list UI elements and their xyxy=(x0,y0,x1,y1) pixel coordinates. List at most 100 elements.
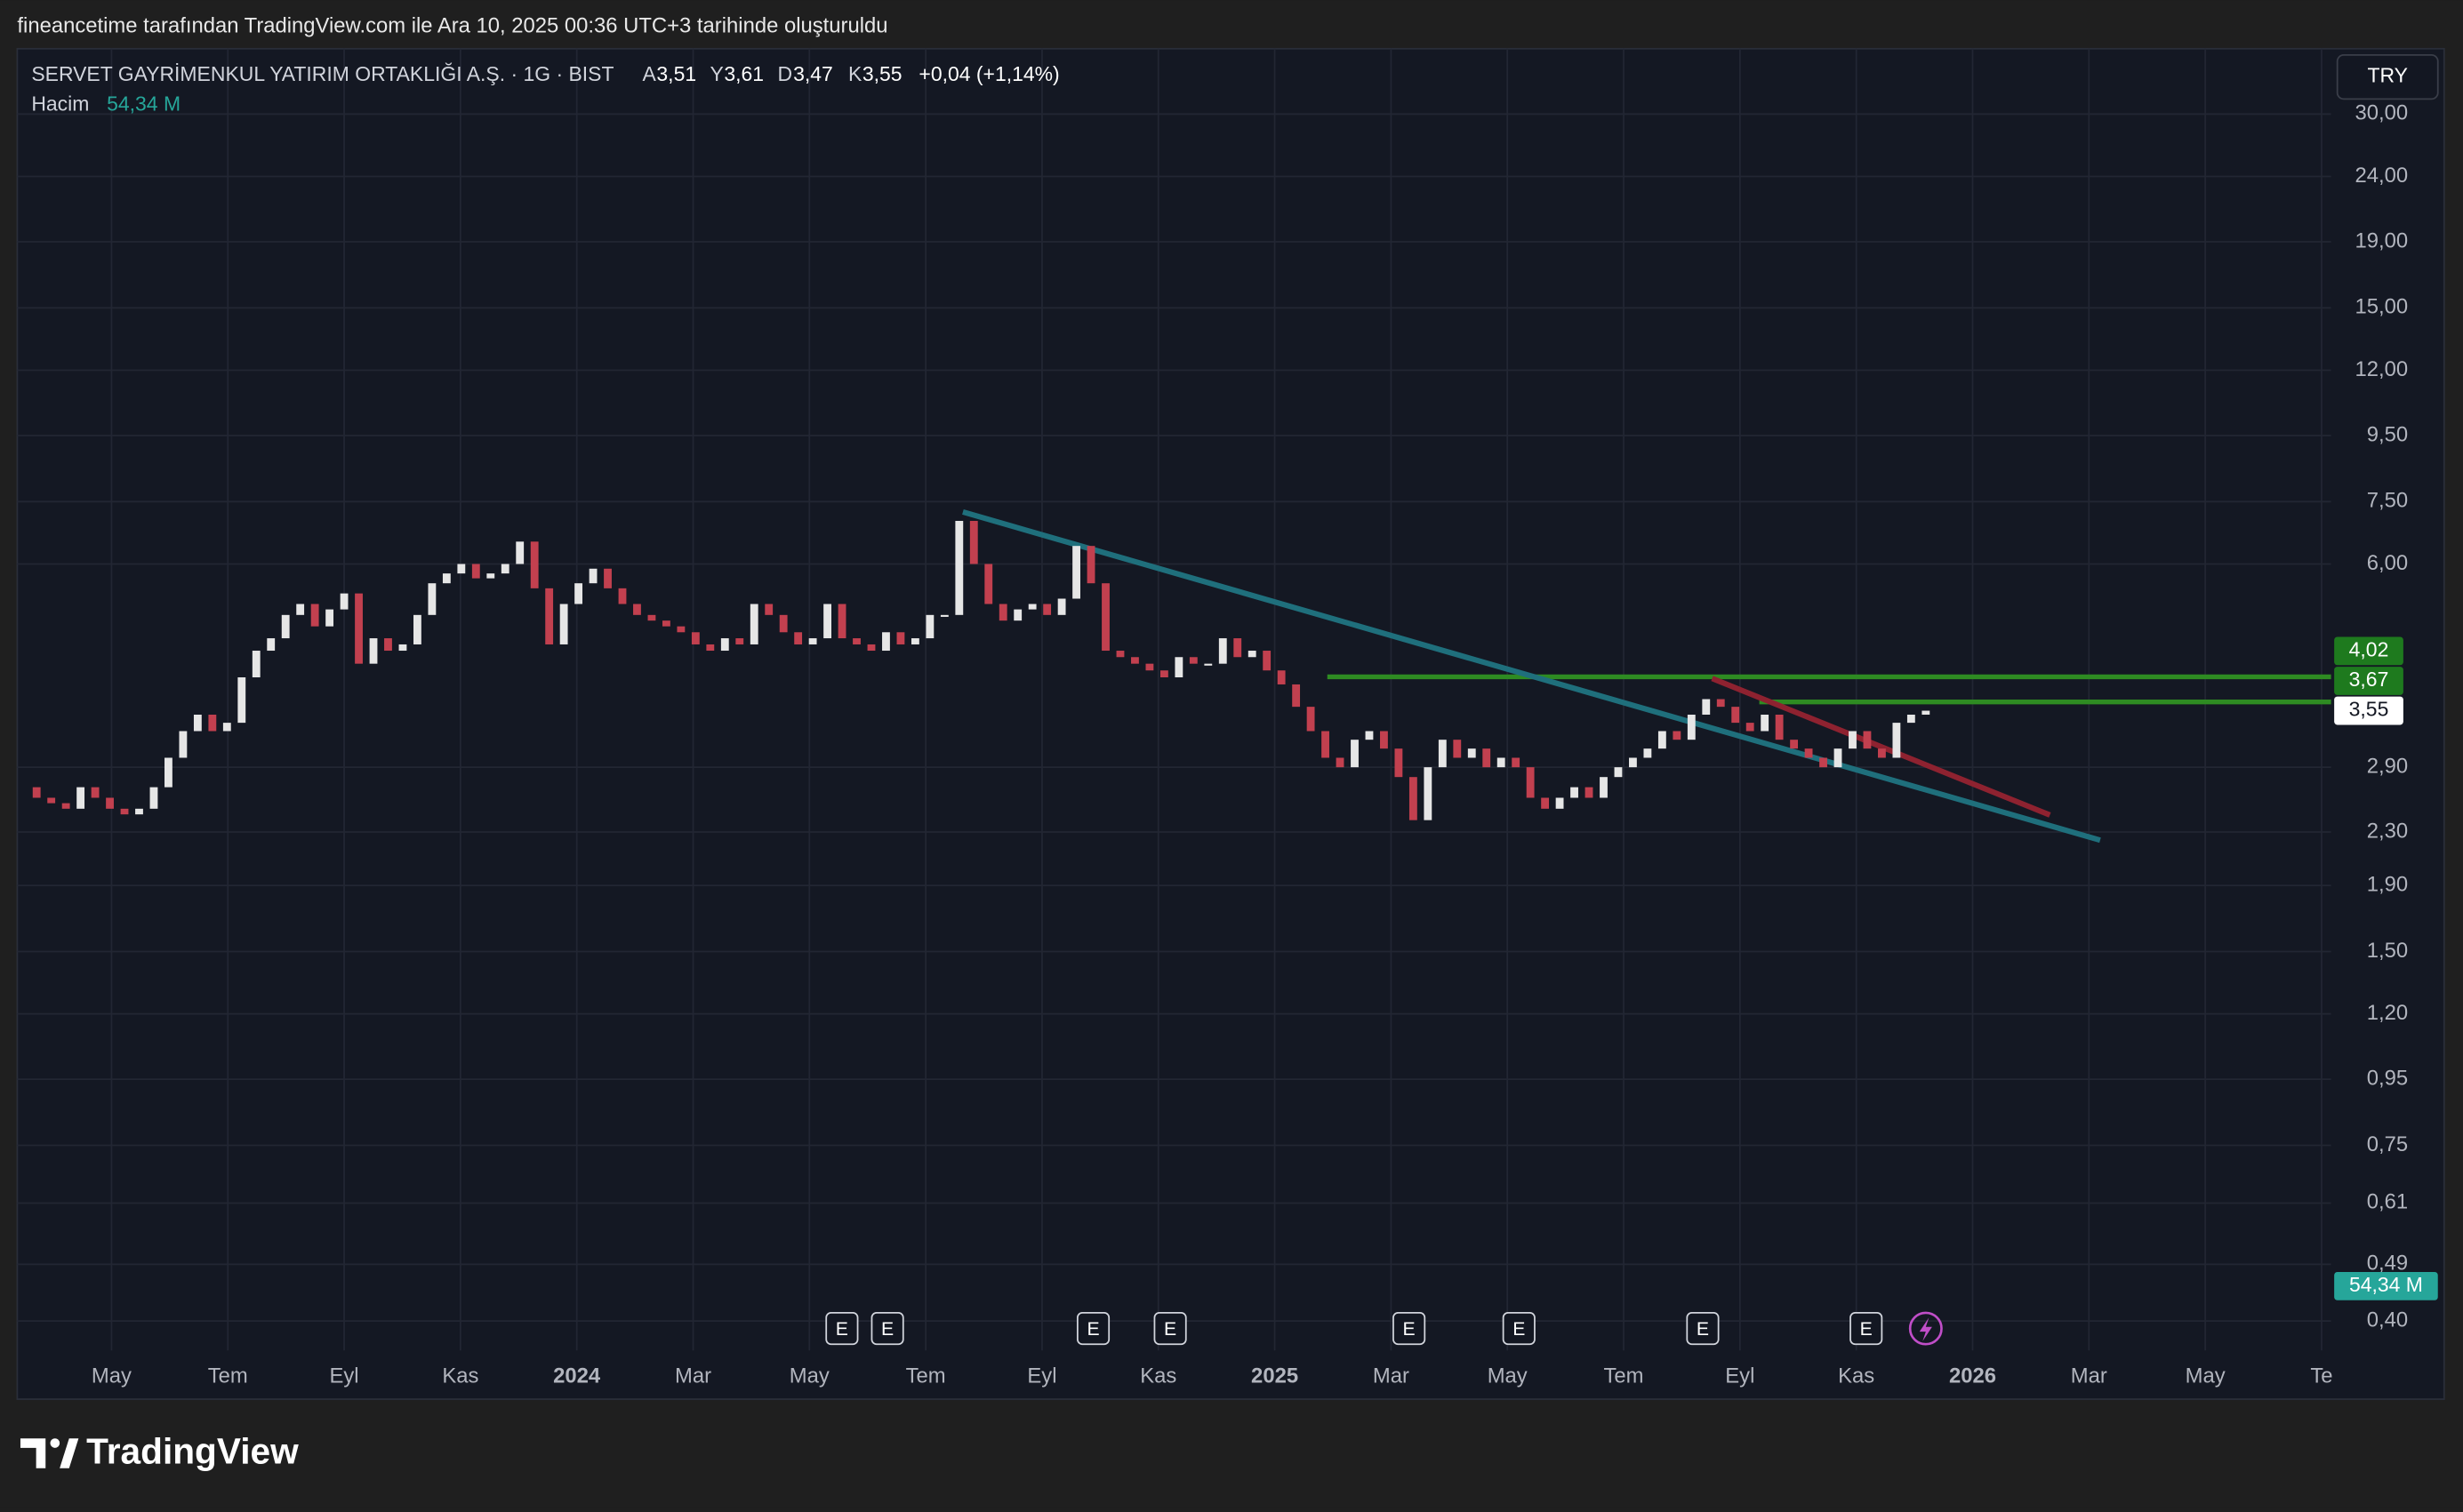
earnings-marker[interactable] xyxy=(870,1312,904,1346)
earnings-marker-label: E xyxy=(1697,1319,1709,1340)
candle-body xyxy=(1819,757,1827,768)
y-tick-label: 0,40 xyxy=(2367,1308,2408,1332)
candle-body xyxy=(413,614,421,644)
high: 3,61 xyxy=(724,62,764,85)
y-tick-label: 1,90 xyxy=(2367,872,2408,896)
candle-body xyxy=(853,638,861,644)
candle-body xyxy=(1072,546,1080,599)
currency[interactable]: TRY xyxy=(2367,64,2408,87)
candle-body xyxy=(867,644,876,652)
candle-body xyxy=(267,638,276,652)
candle-body xyxy=(47,797,56,804)
y-tick-label: 7,50 xyxy=(2367,489,2408,513)
symbol: SERVET GAYRİMENKUL YATIRIM ORTAKLIĞI A.Ş… xyxy=(31,62,614,85)
candle-body xyxy=(677,626,686,633)
x-tick-label: Tem xyxy=(1604,1364,1644,1388)
earnings-marker[interactable] xyxy=(1502,1312,1536,1346)
candle-body xyxy=(1438,740,1447,768)
candle-body xyxy=(1687,715,1696,740)
candle-body xyxy=(882,632,890,652)
candle-body xyxy=(310,604,319,627)
earnings-marker-label: E xyxy=(1164,1319,1176,1340)
candle-body xyxy=(559,604,568,644)
x-tick-label: Mar xyxy=(2071,1364,2107,1388)
candle-body xyxy=(1496,757,1505,768)
candles xyxy=(32,521,1930,820)
candle-body xyxy=(1131,657,1139,664)
candle-body xyxy=(471,564,480,579)
candle-body xyxy=(1292,684,1301,708)
logo: TradingView xyxy=(86,1431,299,1472)
x-tick-label: May xyxy=(92,1364,132,1388)
candle-body xyxy=(1175,657,1183,678)
candle-body xyxy=(662,620,670,627)
candle-body xyxy=(1218,638,1227,664)
candle-body xyxy=(1145,663,1154,671)
candle-body xyxy=(999,604,1007,621)
candle-body xyxy=(1014,609,1023,621)
candle-body xyxy=(252,651,261,678)
candle-body xyxy=(1863,731,1872,749)
candle-body xyxy=(1731,707,1740,724)
logo-shape xyxy=(60,1438,79,1468)
lightning-icon[interactable] xyxy=(1908,1311,1943,1346)
candle-body xyxy=(735,638,744,644)
earnings-marker[interactable] xyxy=(1686,1312,1720,1346)
candle-body xyxy=(545,588,554,644)
candle-body xyxy=(1790,740,1799,749)
candle-body xyxy=(1892,723,1901,758)
x-tick-label: 2024 xyxy=(553,1364,601,1388)
candle-body xyxy=(1204,663,1213,666)
candle-body xyxy=(1189,657,1198,664)
candle-body xyxy=(340,593,349,610)
y-tick-label: 30,00 xyxy=(2355,101,2409,125)
grid xyxy=(17,48,2331,1351)
candle-body xyxy=(106,797,114,809)
x-tick-label: Eyl xyxy=(1027,1364,1056,1388)
currency-button[interactable] xyxy=(2336,53,2439,100)
earnings-marker-label: E xyxy=(1087,1319,1099,1340)
candle-body xyxy=(1321,731,1329,758)
x-tick-label: Mar xyxy=(675,1364,711,1388)
candle-body xyxy=(76,787,85,809)
candle-body xyxy=(1541,797,1550,809)
candle-body xyxy=(91,787,100,798)
candle-body xyxy=(1102,583,1110,652)
candle-body xyxy=(1921,710,1930,716)
candle-body xyxy=(120,808,129,815)
candle-body xyxy=(516,541,525,564)
candle-body xyxy=(355,593,363,664)
candle-body xyxy=(926,614,935,639)
low: 3,47 xyxy=(793,62,833,85)
candle-body xyxy=(1467,748,1476,758)
earnings-marker-label: E xyxy=(881,1319,894,1340)
drawings xyxy=(962,508,2331,844)
earnings-marker[interactable] xyxy=(1849,1312,1883,1346)
candle-body xyxy=(940,614,949,617)
candle-body xyxy=(1233,638,1242,658)
candle-body xyxy=(1057,598,1066,615)
candle-body xyxy=(1585,787,1593,798)
candle-body xyxy=(1600,777,1608,798)
candle-body xyxy=(647,614,656,621)
earnings-marker[interactable] xyxy=(1076,1312,1111,1346)
candle-body xyxy=(1028,604,1037,610)
candle-body xyxy=(1833,748,1842,768)
chart-area xyxy=(16,47,2445,1400)
earnings-marker[interactable] xyxy=(1153,1312,1187,1346)
candle-body xyxy=(1804,748,1813,758)
candle-body xyxy=(1277,670,1286,684)
candle-body xyxy=(1408,777,1417,820)
candle-body xyxy=(794,632,803,644)
x-tick-label: Eyl xyxy=(1725,1364,1754,1388)
candle-body xyxy=(237,677,246,724)
earnings-marker[interactable] xyxy=(825,1312,859,1346)
volume: 54,34 M xyxy=(107,92,181,115)
candle-body xyxy=(1906,715,1915,724)
trend-line xyxy=(1711,676,2051,818)
y-tick-label: 0,75 xyxy=(2367,1132,2408,1156)
logo-shape xyxy=(20,1438,46,1468)
y-tick-label: 15,00 xyxy=(2355,295,2409,319)
candle-body xyxy=(1394,748,1403,778)
earnings-marker[interactable] xyxy=(1392,1312,1426,1346)
